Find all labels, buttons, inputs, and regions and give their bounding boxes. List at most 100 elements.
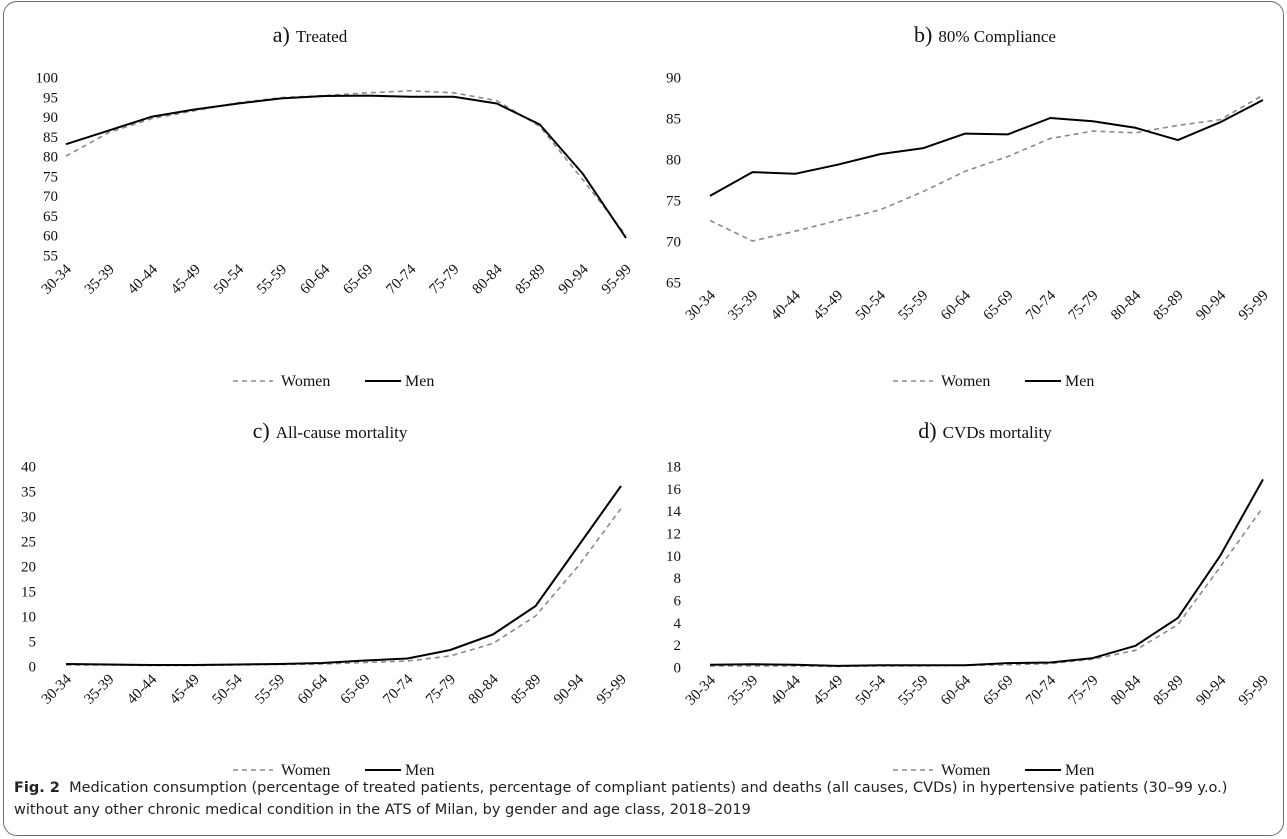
chart-title-text: 80% Compliance [938, 27, 1056, 46]
y-tick-label: 14 [666, 504, 682, 520]
x-tick-label: 85-89 [1151, 288, 1187, 324]
y-tick-label: 25 [21, 535, 36, 551]
x-tick-label: 45-49 [167, 672, 203, 708]
y-tick-label: 18 [666, 460, 681, 476]
x-tick-label: 95-99 [599, 262, 635, 298]
y-tick-label: 75 [43, 169, 58, 185]
x-tick-label: 90-94 [556, 261, 592, 297]
x-tick-label: 90-94 [1193, 287, 1229, 323]
legend-label-men: Men [1065, 373, 1094, 390]
x-tick-label: 30-34 [39, 671, 75, 707]
y-tick-label: 85 [666, 112, 681, 128]
x-tick-label: 50-54 [211, 261, 247, 297]
x-tick-label: 55-59 [895, 288, 931, 324]
x-tick-label: 60-64 [938, 672, 974, 708]
x-tick-label: 35-39 [81, 672, 117, 708]
x-tick-label: 95-99 [1236, 288, 1272, 324]
y-tick-label: 12 [666, 527, 681, 543]
x-tick-label: 45-49 [810, 673, 846, 709]
x-tick-label: 50-54 [853, 287, 889, 323]
x-tick-label: 40-44 [768, 672, 804, 708]
x-tick-label: 65-69 [981, 288, 1017, 324]
y-tick-label: 85 [43, 130, 58, 146]
x-tick-label: 70-74 [1023, 287, 1059, 323]
y-tick-label: 65 [666, 276, 681, 292]
series-line-women [66, 508, 622, 667]
x-tick-label: 35-39 [725, 673, 761, 709]
x-tick-label: 95-99 [1236, 673, 1272, 709]
series-line-men [709, 478, 1264, 667]
x-tick-label: 75-79 [423, 672, 459, 708]
x-tick-label: 80-84 [1108, 287, 1144, 323]
y-tick-label: 60 [43, 229, 58, 245]
x-tick-label: 75-79 [1066, 288, 1102, 324]
x-tick-label: 55-59 [895, 673, 931, 709]
x-tick-label: 55-59 [254, 262, 290, 298]
y-tick-label: 10 [21, 610, 36, 626]
caption-label: Fig. 2 [14, 780, 60, 796]
y-tick-label: 75 [666, 194, 681, 210]
chart-title: d) CVDs mortality [918, 418, 1052, 443]
x-tick-label: 85-89 [1151, 673, 1187, 709]
x-tick-label: 35-39 [725, 288, 761, 324]
x-tick-label: 35-39 [82, 262, 118, 298]
x-tick-label: 30-34 [683, 672, 719, 708]
y-tick-label: 70 [43, 189, 58, 205]
x-tick-label: 45-49 [168, 262, 204, 298]
y-tick-label: 100 [36, 71, 59, 87]
chart-title: c) All-cause mortality [253, 418, 408, 443]
chart-d: d) CVDs mortality 0 2 4 6 8 10 12 14 16 18 30-34 35-3… [666, 418, 1272, 779]
series-line-men [709, 99, 1264, 197]
y-tick-label: 70 [666, 235, 681, 251]
x-tick-label: 95-99 [594, 672, 630, 708]
x-tick-label: 80-84 [1108, 672, 1144, 708]
x-tick-label: 75-79 [1066, 673, 1102, 709]
x-tick-label: 40-44 [125, 261, 161, 297]
y-tick-label: 8 [674, 571, 682, 587]
series-line-women [709, 94, 1264, 242]
y-tick-label: 16 [666, 482, 682, 498]
y-tick-label: 30 [21, 510, 36, 526]
x-tick-label: 70-74 [380, 671, 416, 707]
y-tick-label: 4 [674, 616, 682, 632]
x-tick-label: 60-64 [297, 261, 333, 297]
legend-label-women: Women [941, 762, 990, 779]
x-tick-label: 30-34 [683, 287, 719, 323]
chart-title: a) Treated [273, 22, 348, 47]
series-line-women [65, 90, 627, 236]
figure-caption: Fig. 2 Medication consumption (percentag… [14, 777, 1276, 821]
chart-c: c) All-cause mortality 0 5 10 15 20 25 30 35 40 30-… [21, 418, 630, 779]
legend-label-women: Women [281, 762, 330, 779]
y-tick-label: 90 [43, 110, 58, 126]
x-tick-label: 50-54 [210, 671, 246, 707]
chart-legend: Women Men [233, 762, 434, 779]
y-tick-label: 6 [674, 594, 682, 610]
chart-legend: Women Men [893, 762, 1094, 779]
x-tick-label: 30-34 [39, 261, 75, 297]
x-tick-label: 60-64 [938, 287, 974, 323]
chart-a: a) Treated 55 60 65 70 75 80 85 90 95 100 30-34 35-39… [36, 22, 635, 390]
caption-text: Medication consumption (percentage of tr… [14, 780, 1228, 818]
series-line-men [65, 485, 622, 666]
x-tick-label: 50-54 [853, 672, 889, 708]
y-tick-label: 95 [43, 90, 58, 106]
x-tick-label: 45-49 [810, 288, 846, 324]
y-tick-label: 2 [674, 638, 682, 654]
chart-title-prefix: b) [914, 22, 932, 47]
x-tick-label: 70-74 [383, 261, 419, 297]
y-tick-label: 80 [43, 150, 58, 166]
figure-frame [3, 1, 1284, 836]
y-tick-label: 40 [21, 460, 36, 476]
y-tick-label: 15 [21, 585, 36, 601]
y-tick-label: 90 [666, 71, 681, 87]
x-tick-label: 75-79 [426, 262, 462, 298]
legend-label-men: Men [405, 373, 434, 390]
legend-label-men: Men [1065, 762, 1094, 779]
x-tick-label: 65-69 [981, 673, 1017, 709]
x-tick-label: 85-89 [513, 262, 549, 298]
chart-title-text: Treated [296, 27, 348, 46]
chart-title-text: All-cause mortality [276, 423, 408, 442]
y-tick-label: 20 [21, 560, 36, 576]
series-line-men [65, 94, 627, 239]
